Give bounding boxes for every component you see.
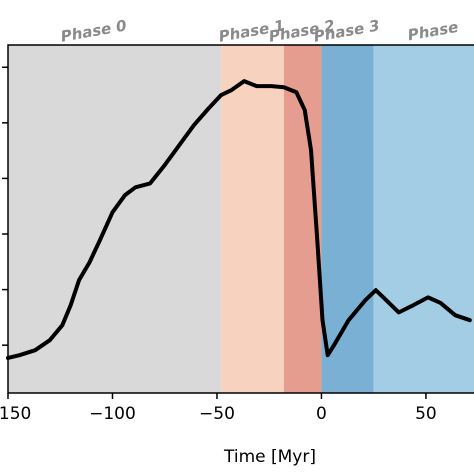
- x-tick-label: −50: [199, 404, 235, 424]
- phase-region: [221, 45, 284, 393]
- x-axis-label: Time [Myr]: [223, 447, 316, 467]
- x-tick-label: 50: [415, 404, 437, 424]
- phase-region: [321, 45, 374, 393]
- x-tick-label: 0: [316, 404, 327, 424]
- phase-region: [8, 45, 222, 393]
- phase-region: [373, 45, 474, 393]
- plot-area: [6, 45, 474, 393]
- x-tick-label: −100: [89, 404, 136, 424]
- axes-frame: [7, 44, 474, 394]
- x-tick-label: −150: [0, 404, 31, 424]
- phase-label: Phase 0: [59, 16, 128, 45]
- data-line: [6, 79, 472, 360]
- phase-label: Phase: [406, 18, 459, 45]
